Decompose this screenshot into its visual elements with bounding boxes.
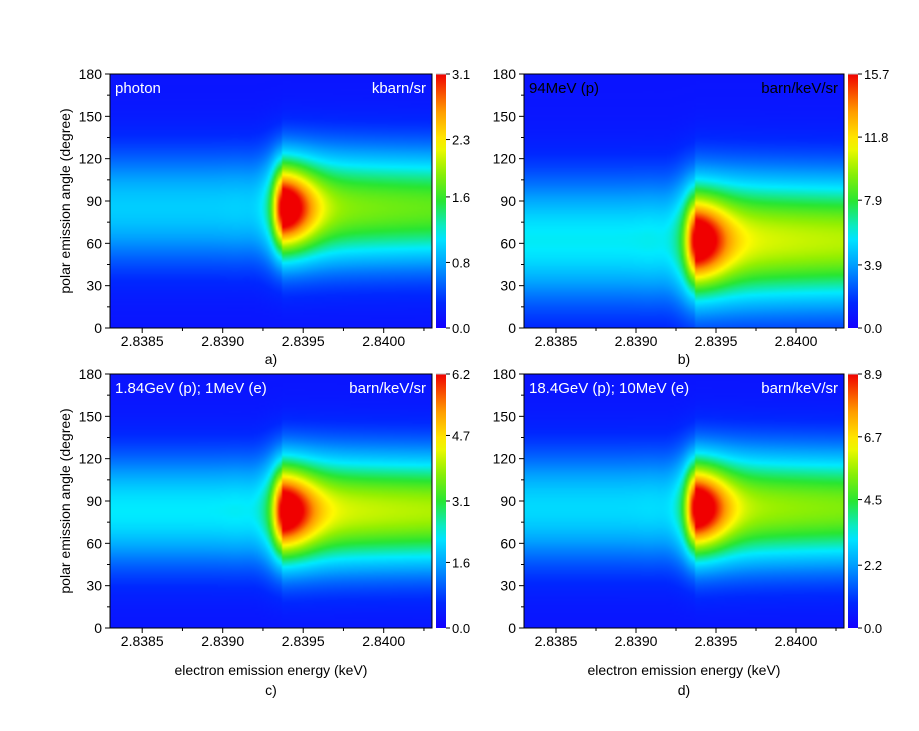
x-tick-label: 2.8400 [775,633,818,649]
x-tick-label: 2.8390 [201,633,244,649]
colorbar-tick-label: 1.6 [452,555,470,570]
y-tick-label: 0 [94,620,102,636]
y-tick-label: 60 [500,235,516,251]
panel-annotation-left: 94MeV (p) [529,80,599,97]
y-tick-label: 120 [493,451,517,467]
y-tick-label: 90 [86,493,102,509]
heatmap-image [524,374,844,628]
panel-annotation-left: 1.84GeV (p); 1MeV (e) [115,380,267,397]
panel-label: a) [265,351,277,367]
panel-label: b) [678,351,690,367]
colorbar-tick-label: 0.8 [452,255,470,270]
colorbar [436,74,446,328]
x-tick-label: 2.8400 [362,633,405,649]
panel-annotation-right: barn/keV/sr [761,380,838,397]
y-tick-label: 120 [79,451,103,467]
colorbar-tick-label: 4.7 [452,428,470,443]
colorbar-tick-label: 2.2 [864,558,882,573]
x-tick-label: 2.8400 [362,333,405,349]
y-tick-label: 0 [94,320,102,336]
panel-annotation-left: 18.4GeV (p); 10MeV (e) [529,380,689,397]
colorbar-tick-label: 0.0 [452,321,470,336]
x-tick-label: 2.8395 [695,633,738,649]
colorbar-tick-label: 0.0 [864,621,882,636]
x-tick-label: 2.8385 [535,633,578,649]
y-tick-label: 30 [500,278,516,294]
x-tick-label: 2.8385 [535,333,578,349]
y-tick-label: 90 [500,493,516,509]
x-tick-label: 2.8400 [775,333,818,349]
x-tick-label: 2.8385 [121,633,164,649]
colorbar [436,374,446,628]
panel-annotation-left: photon [115,80,161,97]
colorbar [848,74,858,328]
chart-panel-4: 2.8385 2.8390 2.8395 2.8400 0 30 60 90 120 150 180… [493,366,882,698]
y-tick-label: 90 [500,193,516,209]
panel-annotation-right: barn/keV/sr [349,380,426,397]
colorbar-tick-label: 6.7 [864,430,882,445]
heatmap-image [110,74,432,328]
colorbar-tick-label: 3.9 [864,258,882,273]
y-tick-label: 60 [86,535,102,551]
y-tick-label: 0 [508,320,516,336]
heatmap-image [110,374,432,628]
y-tick-label: 180 [79,366,103,382]
y-tick-label: 30 [86,278,102,294]
y-axis-label: polar emission angle (degree) [57,408,73,593]
colorbar-tick-label: 8.9 [864,367,882,382]
colorbar-tick-label: 1.6 [452,190,470,205]
y-axis-label: polar emission angle (degree) [57,108,73,293]
chart-panel-3: 2.8385 2.8390 2.8395 2.8400 0 30 60 90 120 150 180… [57,366,470,698]
x-tick-label: 2.8395 [282,633,325,649]
y-tick-label: 0 [508,620,516,636]
colorbar-tick-label: 0.0 [864,321,882,336]
y-tick-label: 60 [500,535,516,551]
x-tick-label: 2.8395 [282,333,325,349]
colorbar-tick-label: 0.0 [452,621,470,636]
y-tick-label: 30 [86,578,102,594]
y-tick-label: 120 [493,151,517,167]
heatmap-image [524,74,844,328]
colorbar-tick-label: 7.9 [864,193,882,208]
chart-panel-2: 2.8385 2.8390 2.8395 2.8400 0 30 60 90 120 150 180… [493,66,890,367]
colorbar [848,374,858,628]
colorbar-tick-label: 2.3 [452,133,470,148]
x-tick-label: 2.8390 [615,333,658,349]
y-tick-label: 150 [493,108,517,124]
colorbar-tick-label: 3.1 [452,67,470,82]
x-tick-label: 2.8395 [695,333,738,349]
x-tick-label: 2.8385 [121,333,164,349]
y-tick-label: 60 [86,235,102,251]
panel-annotation-right: barn/keV/sr [761,80,838,97]
y-tick-label: 120 [79,151,103,167]
y-tick-label: 150 [79,408,103,424]
y-tick-label: 180 [493,366,517,382]
colorbar-tick-label: 4.5 [864,493,882,508]
panel-label: d) [678,682,690,698]
colorbar-tick-label: 3.1 [452,494,470,509]
x-axis-label: electron emission energy (keV) [588,662,781,678]
x-tick-label: 2.8390 [615,633,658,649]
x-tick-label: 2.8390 [201,333,244,349]
y-tick-label: 150 [79,108,103,124]
y-tick-label: 150 [493,408,517,424]
panel-annotation-right: kbarn/sr [372,80,426,97]
x-axis-label: electron emission energy (keV) [175,662,368,678]
panel-label: c) [265,682,277,698]
colorbar-tick-label: 11.8 [864,130,888,145]
chart-panel-1: 2.8385 2.8390 2.8395 2.8400 0 30 60 90 120 150 180… [57,66,470,367]
colorbar-tick-label: 15.7 [864,67,889,82]
y-tick-label: 180 [79,66,103,82]
colorbar-tick-label: 6.2 [452,367,470,382]
y-tick-label: 180 [493,66,517,82]
y-tick-label: 30 [500,578,516,594]
y-tick-label: 90 [86,193,102,209]
